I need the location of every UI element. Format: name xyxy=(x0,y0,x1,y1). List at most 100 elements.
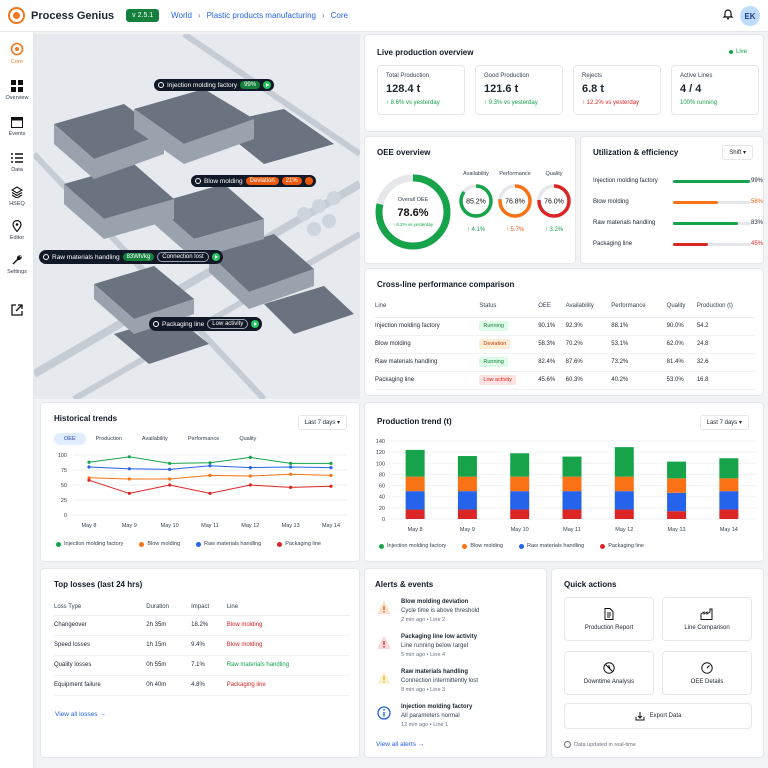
nav-editor[interactable]: Editor xyxy=(0,220,34,241)
nav-data[interactable]: Data xyxy=(0,152,34,173)
nav-settings[interactable]: Settings xyxy=(0,254,34,275)
table-row[interactable]: Raw materials handling Running 82.4% 87.6% 7… xyxy=(375,353,755,372)
legend-item[interactable]: Packaging line xyxy=(277,541,321,547)
table-row[interactable]: Quality losses 0h 55m 7.1% Raw materials ha… xyxy=(54,655,350,676)
oee-details-button[interactable]: OEE Details xyxy=(662,651,752,695)
legend-item[interactable]: Blow molding xyxy=(462,543,503,549)
legend-item[interactable]: Packaging line xyxy=(600,543,644,549)
nav-external[interactable] xyxy=(0,304,34,316)
x-tick-label: May 12 xyxy=(241,523,259,529)
alert-description: Line running below target xyxy=(401,643,469,649)
util-row: Injection molding factory 99% xyxy=(593,178,763,184)
card-title: OEE overview xyxy=(377,148,431,157)
metric-delta: ↑ 5.7% xyxy=(505,227,525,233)
table-cell: 90.0% xyxy=(666,317,697,336)
play-icon[interactable] xyxy=(263,81,272,89)
kpi-label: Good Production xyxy=(484,73,530,79)
table-row[interactable]: Equipment failure 0h 40m 4.8% Packaging lin… xyxy=(54,675,350,696)
table-row[interactable]: Injection molding factory Running 90.1% 92.… xyxy=(375,317,755,336)
export-data-button[interactable]: Export Data xyxy=(564,703,752,729)
alert-item[interactable]: Packaging line low activity Line running … xyxy=(373,630,539,662)
nav-label: Events xyxy=(8,131,26,137)
play-icon[interactable] xyxy=(211,253,220,261)
table-cell: Injection molding factory xyxy=(375,317,480,336)
bar-segment xyxy=(457,456,477,477)
app-logo[interactable]: Process Genius xyxy=(8,7,114,24)
version-badge[interactable]: v 2.5.1 xyxy=(126,9,160,22)
table-cell: Blow molding xyxy=(226,615,350,636)
nav-hseq[interactable]: HSEQ xyxy=(0,186,34,207)
tab-quality[interactable]: Quality xyxy=(239,436,257,442)
util-label: Blow molding xyxy=(593,199,629,205)
user-avatar[interactable]: EK xyxy=(740,6,760,26)
map-tag-injection[interactable]: Injection molding factory 99% xyxy=(154,79,275,91)
table-cell: Quality losses xyxy=(54,655,147,676)
table-row[interactable]: Speed losses 1h 15m 9.4% Blow molding xyxy=(54,635,350,656)
x-tick-label: May 9 xyxy=(122,523,137,529)
pause-icon[interactable] xyxy=(304,177,313,185)
alert-item[interactable]: Injection molding factory All parameters … xyxy=(373,700,539,732)
warning-icon xyxy=(377,671,391,685)
external-link-icon xyxy=(11,304,23,316)
bar-segment xyxy=(510,509,530,519)
y-tick-label: 100 xyxy=(376,461,385,467)
table-cell: 88.1% xyxy=(611,317,667,336)
map-tag-blow[interactable]: Blow molding Deviation 21% xyxy=(191,175,316,187)
table-cell: 0h 55m xyxy=(146,655,192,676)
alert-item[interactable]: Raw materials handling Connection intermi… xyxy=(373,665,539,697)
tab-performance[interactable]: Performance xyxy=(187,436,220,442)
util-bar xyxy=(673,201,751,204)
data-point xyxy=(329,466,333,470)
app-name: Process Genius xyxy=(31,9,115,22)
breadcrumb-core[interactable]: Core xyxy=(330,11,348,20)
line-comparison-button[interactable]: Line Comparison xyxy=(662,597,752,641)
nav-label: Editor xyxy=(9,235,25,241)
legend-item[interactable]: Injection molding factory xyxy=(56,541,123,547)
shift-dropdown[interactable]: Shift ▾ xyxy=(722,145,753,160)
legend-swatch xyxy=(56,541,61,547)
legend-item[interactable]: Raw materials handling xyxy=(196,541,261,547)
period-dropdown[interactable]: Last 7 days ▾ xyxy=(699,415,749,430)
factory-3d-map[interactable]: Injection molding factory 99% Blow moldi… xyxy=(34,34,360,399)
table-cell: Speed losses xyxy=(54,635,147,656)
map-tag-packaging[interactable]: Packaging line Low activity xyxy=(149,317,263,331)
quick-actions-card: Quick actions Production Report Line Com… xyxy=(551,568,764,758)
kpi-delta: 100% running xyxy=(680,100,718,106)
tab-production[interactable]: Production xyxy=(95,436,122,442)
breadcrumb-site[interactable]: Plastic products manufacturing xyxy=(206,11,316,20)
legend-label: Packaging line xyxy=(285,541,321,547)
tab-availability[interactable]: Availability xyxy=(141,436,168,442)
legend-label: Raw materials handling xyxy=(204,541,262,547)
x-tick-label: May 13 xyxy=(282,523,300,529)
map-tag-raw[interactable]: Raw materials handling 83Wh/kg Connectio… xyxy=(39,250,223,264)
bell-icon[interactable] xyxy=(722,8,734,20)
alert-item[interactable]: Blow molding deviation Cycle time is abov… xyxy=(373,595,539,627)
production-report-button[interactable]: Production Report xyxy=(564,597,654,641)
nav-core[interactable]: Core xyxy=(0,42,34,65)
bar-segment xyxy=(562,491,582,510)
view-all-losses-link[interactable]: View all losses → xyxy=(55,711,106,718)
downtime-analysis-button[interactable]: Downtime Analysis xyxy=(564,651,654,695)
kpi-value: 4 / 4 xyxy=(680,83,702,95)
play-icon[interactable] xyxy=(251,320,260,328)
gauge-arc xyxy=(537,184,571,218)
period-dropdown[interactable]: Last 7 days ▾ xyxy=(297,415,347,430)
column-header: OEE xyxy=(538,295,566,318)
alert-description: Connection intermittently lost xyxy=(401,678,479,684)
util-label: Injection molding factory xyxy=(593,178,658,184)
bar-segment xyxy=(667,478,687,493)
oee-overview-card: OEE overview Overall OEE 78.6% ↑ 6.2% vs… xyxy=(364,136,576,264)
table-row[interactable]: Packaging line Low activity 45.6% 60.3% 40.2… xyxy=(375,371,755,390)
view-all-alerts-link[interactable]: View all alerts → xyxy=(376,741,425,748)
clock-icon xyxy=(603,662,615,674)
data-point xyxy=(87,476,91,480)
breadcrumb-world[interactable]: World xyxy=(171,11,192,20)
table-row[interactable]: Changeover 2h 35m 18.2% Blow molding xyxy=(54,615,350,636)
nav-events[interactable]: Events xyxy=(0,116,34,137)
table-row[interactable]: Blow molding Deviation 58.3% 70.2% 53.1% 62.0… xyxy=(375,335,755,354)
nav-overview[interactable]: Overview xyxy=(0,80,34,101)
legend-item[interactable]: Injection molding factory xyxy=(379,543,446,549)
tab-oee[interactable]: OEE xyxy=(54,433,86,445)
legend-item[interactable]: Raw materials handling xyxy=(519,543,584,549)
legend-item[interactable]: Blow molding xyxy=(139,541,180,547)
